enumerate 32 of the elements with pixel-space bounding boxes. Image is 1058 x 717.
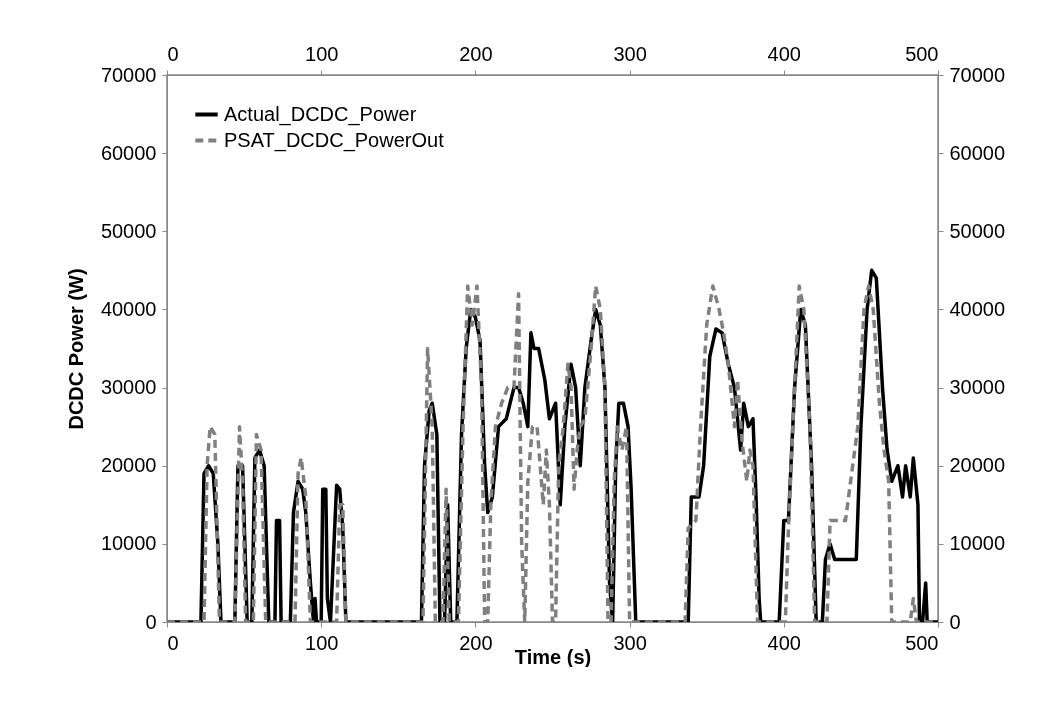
y2-tick-label: 50000 xyxy=(949,219,1006,242)
y-tick-label: 30000 xyxy=(100,376,157,399)
y2-tick-label: 20000 xyxy=(949,454,1006,477)
x2-tick-label: 200 xyxy=(459,42,493,65)
y-tick-label: 50000 xyxy=(100,219,157,242)
x2-tick-label: 300 xyxy=(613,42,647,65)
y-tick-label: 20000 xyxy=(100,454,157,477)
x-tick-label: 200 xyxy=(459,631,493,654)
y-axis-title: DCDC Power (W) xyxy=(64,268,87,430)
x2-tick-label: 100 xyxy=(305,42,339,65)
y-tick-label: 0 xyxy=(145,610,157,633)
y2-tick-label: 60000 xyxy=(949,141,1006,164)
x2-tick-label: 0 xyxy=(167,42,179,65)
legend-label: Actual_DCDC_Power xyxy=(224,102,417,126)
x2-tick-label: 400 xyxy=(767,42,801,65)
y-tick-label: 60000 xyxy=(100,141,157,164)
x-tick-label: 100 xyxy=(305,631,339,654)
y-tick-label: 10000 xyxy=(100,532,157,555)
legend-label: PSAT_DCDC_PowerOut xyxy=(224,128,445,152)
y2-tick-label: 40000 xyxy=(949,297,1006,320)
x-tick-label: 0 xyxy=(167,631,179,654)
x-tick-label: 500 xyxy=(905,631,939,654)
y2-tick-label: 70000 xyxy=(949,63,1006,86)
y2-tick-label: 0 xyxy=(949,610,961,633)
x-tick-label: 300 xyxy=(613,631,647,654)
y2-tick-label: 10000 xyxy=(949,532,1006,555)
x-axis-title: Time (s) xyxy=(514,645,592,668)
x2-tick-label: 500 xyxy=(905,42,939,65)
y-tick-label: 70000 xyxy=(100,63,157,86)
y2-tick-label: 30000 xyxy=(949,376,1006,399)
y-tick-label: 40000 xyxy=(100,297,157,320)
x-tick-label: 400 xyxy=(767,631,801,654)
